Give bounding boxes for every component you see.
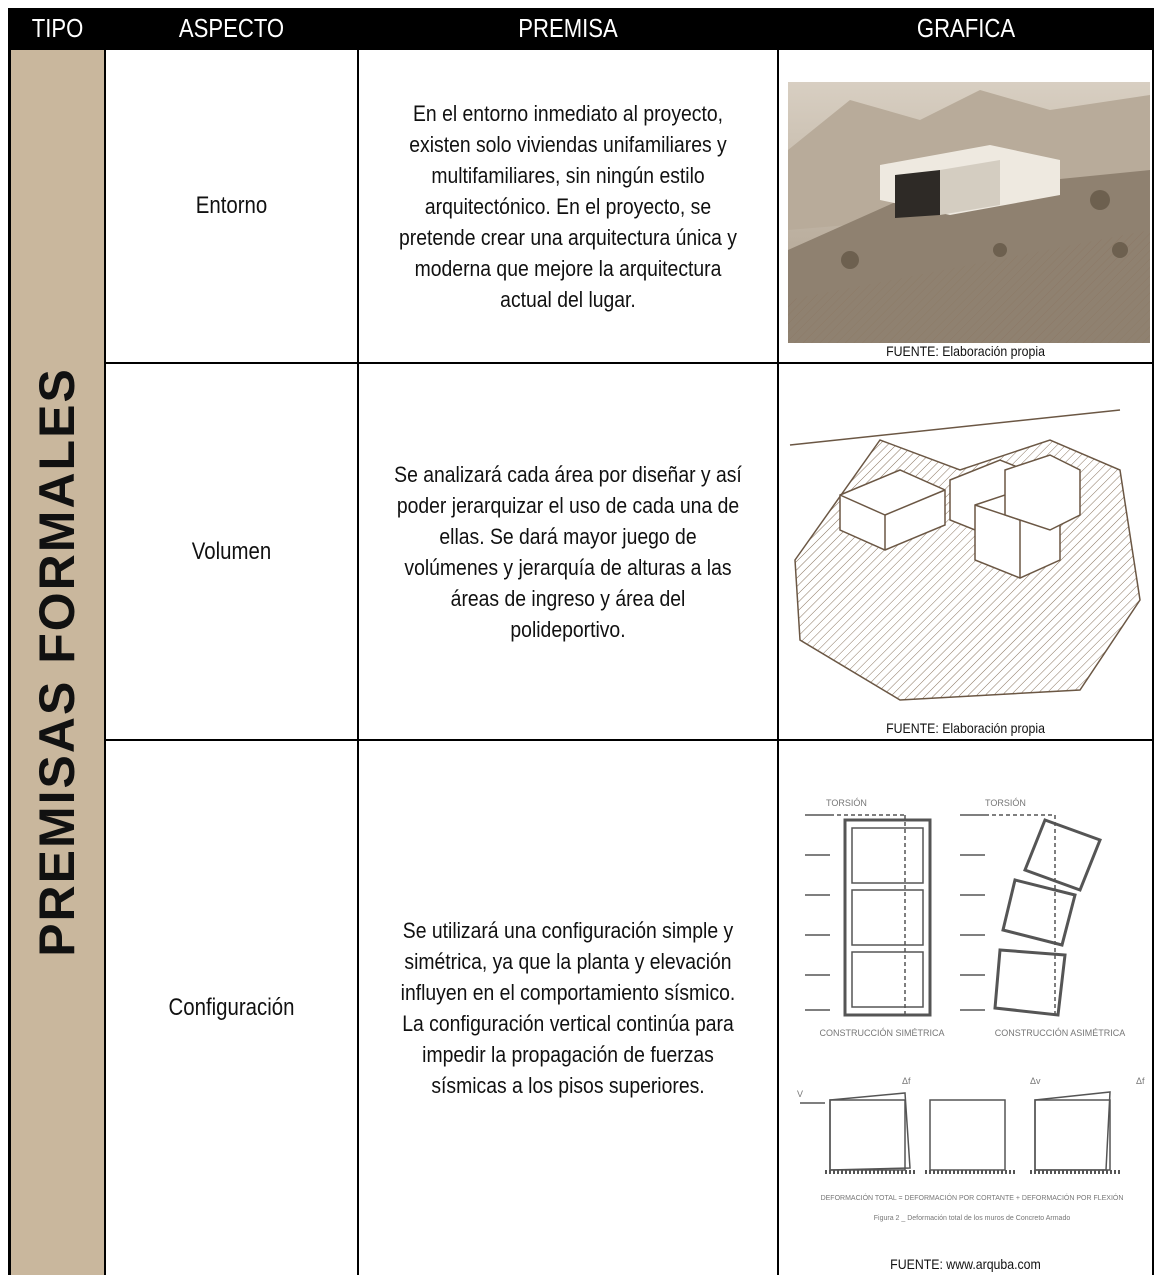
header-bar [8, 8, 1154, 50]
fuente: FUENTE: Elaboración propia [886, 720, 1045, 736]
figure-text: Figura 2 _ Deformación total de los muro… [874, 1215, 1071, 1222]
premisa: En el entorno inmediato al proyecto, exi… [359, 50, 777, 362]
figure-text: DEFORMACIÓN TOTAL = DEFORMACIÓN POR CORT… [821, 1193, 1124, 1202]
figure-text: CONSTRUCCIÓN ASIMÉTRICA [995, 1028, 1126, 1038]
header-cell: PREMISA [518, 12, 618, 43]
fuente: FUENTE: www.arquba.com [890, 1256, 1041, 1272]
tipo-column [8, 50, 105, 1275]
figure-text: Δf [902, 1076, 911, 1086]
figure-text: Δf [1136, 1076, 1145, 1086]
premisa-text: Se utilizará una configuración simple y … [400, 918, 736, 1098]
fuente: FUENTE: Elaboración propia [886, 343, 1045, 359]
header-cell: GRAFICA [916, 12, 1016, 43]
figure-text: V [797, 1089, 803, 1099]
structure-diagram [800, 814, 1120, 1174]
figure-text: TORSIÓN [826, 798, 867, 808]
figure-text: CONSTRUCCIÓN SIMÉTRICA [819, 1028, 944, 1038]
figure-text: Δv [1030, 1076, 1041, 1086]
column-line [1152, 8, 1154, 1275]
aspecto: Entorno [195, 192, 268, 219]
premisa-text: En el entorno inmediato al proyecto, exi… [399, 100, 737, 312]
header-cell: TIPO [31, 12, 84, 43]
row-line [105, 739, 1154, 741]
column-line [777, 50, 779, 1275]
premisa-text: Se analizará cada área por diseñar y así… [394, 461, 742, 642]
aspecto: Volumen [191, 537, 272, 565]
column-line [104, 50, 106, 1275]
premisa: Se analizará cada área por diseñar y así… [359, 364, 777, 739]
row-line [105, 362, 1154, 364]
column-line [357, 50, 359, 1275]
figure-text: TORSIÓN [985, 798, 1026, 808]
header-cell: ASPECTO [178, 12, 285, 43]
premisa: Se utilizará una configuración simple y … [359, 741, 777, 1275]
aspecto: Configuración [168, 994, 295, 1021]
render-image [788, 82, 1150, 343]
volume-sketch [789, 409, 1141, 701]
